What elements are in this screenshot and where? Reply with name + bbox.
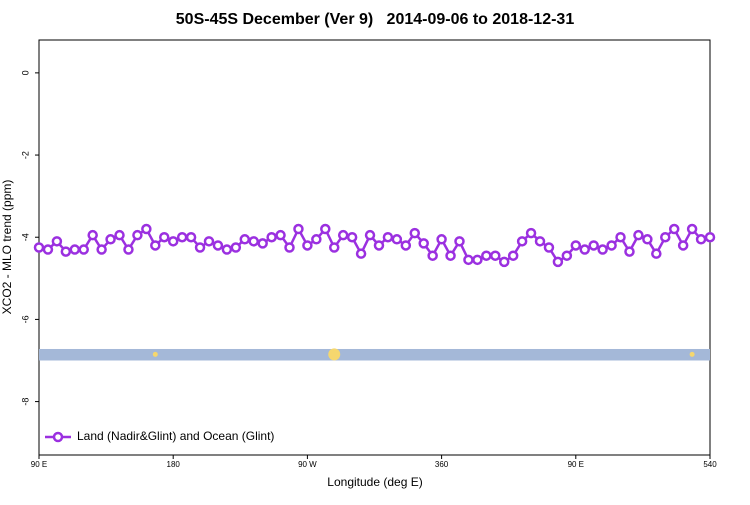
series-point bbox=[525, 227, 537, 239]
series-point bbox=[159, 231, 170, 243]
series-point bbox=[320, 223, 331, 235]
series-point bbox=[221, 244, 233, 255]
series-point bbox=[293, 223, 304, 235]
series-point bbox=[454, 236, 465, 247]
series-point bbox=[150, 240, 161, 251]
x-tick-label: 90 E bbox=[31, 460, 47, 469]
x-tick-label: 180 bbox=[167, 460, 181, 469]
series-point bbox=[60, 246, 72, 257]
series-point bbox=[328, 242, 340, 253]
series-point bbox=[597, 244, 608, 255]
ocean-band bbox=[39, 348, 710, 361]
series-point bbox=[302, 240, 313, 251]
series-point bbox=[275, 229, 286, 241]
chart-title: 50S-45S December (Ver 9) 2014-09-06 to 2… bbox=[176, 11, 575, 28]
series-point bbox=[257, 238, 268, 249]
series-point bbox=[105, 234, 116, 245]
series-point bbox=[588, 240, 599, 251]
series-point bbox=[463, 254, 474, 266]
series-point bbox=[534, 236, 546, 247]
series-point bbox=[490, 250, 501, 261]
series-point bbox=[570, 240, 582, 251]
series-point bbox=[516, 236, 528, 247]
series-point bbox=[677, 240, 689, 251]
series-point bbox=[69, 244, 81, 255]
series-point bbox=[642, 234, 653, 245]
series-point bbox=[427, 250, 438, 261]
series-point bbox=[615, 231, 626, 243]
series-point bbox=[248, 236, 259, 247]
highlight-point bbox=[689, 351, 695, 357]
x-tick-label: 90 E bbox=[568, 460, 584, 469]
series-point bbox=[239, 234, 251, 245]
series-point bbox=[78, 244, 89, 255]
series-point bbox=[167, 236, 179, 247]
series-point bbox=[507, 250, 519, 261]
series-point bbox=[606, 240, 617, 251]
series-point bbox=[561, 250, 573, 261]
y-tick-label: -4 bbox=[20, 233, 30, 241]
series-point bbox=[364, 229, 376, 241]
x-axis-label: Longitude (deg E) bbox=[327, 475, 422, 489]
highlight-point bbox=[152, 351, 158, 357]
series-point bbox=[132, 229, 143, 241]
series-point bbox=[96, 244, 107, 255]
series-point bbox=[695, 234, 707, 245]
series-point bbox=[176, 231, 188, 243]
series-point bbox=[203, 236, 215, 247]
y-tick-label: -2 bbox=[20, 151, 30, 159]
series-point bbox=[230, 242, 242, 253]
series-point bbox=[114, 229, 125, 241]
series-point bbox=[194, 242, 206, 253]
series-point bbox=[418, 238, 429, 249]
legend-label: Land (Nadir&Glint) and Ocean (Glint) bbox=[77, 429, 274, 443]
series-point bbox=[284, 242, 295, 253]
series-point bbox=[400, 240, 412, 251]
series-point bbox=[579, 244, 590, 255]
y-tick-label: 0 bbox=[20, 70, 30, 75]
series-point bbox=[409, 227, 421, 239]
series-point bbox=[311, 234, 322, 245]
series-point bbox=[436, 234, 447, 245]
series-point bbox=[185, 231, 197, 243]
legend-marker bbox=[52, 431, 64, 443]
series-point bbox=[445, 250, 456, 261]
series-point bbox=[373, 240, 385, 251]
series-point bbox=[704, 231, 716, 243]
series-point bbox=[660, 231, 671, 243]
series-point bbox=[668, 223, 680, 235]
series-point bbox=[123, 244, 134, 255]
y-axis-label: XCO2 - MLO trend (ppm) bbox=[0, 180, 14, 315]
x-tick-label: 90 W bbox=[298, 460, 317, 469]
x-tick-label: 360 bbox=[435, 460, 449, 469]
series-point bbox=[33, 242, 45, 253]
series-point bbox=[472, 254, 483, 266]
series-point bbox=[141, 223, 152, 235]
y-tick-label: -6 bbox=[20, 315, 30, 323]
x-tick-label: 540 bbox=[703, 460, 717, 469]
series-point bbox=[355, 248, 367, 259]
series-point bbox=[382, 231, 394, 243]
series-point bbox=[212, 240, 224, 251]
series-point bbox=[87, 229, 98, 241]
series-point bbox=[42, 244, 54, 255]
series-point bbox=[686, 223, 698, 235]
series-point bbox=[633, 229, 644, 241]
y-tick-label: -8 bbox=[20, 398, 30, 406]
series-point bbox=[543, 242, 555, 253]
series-point bbox=[337, 229, 349, 241]
series-point bbox=[51, 236, 63, 247]
series-point bbox=[624, 246, 635, 257]
series-point bbox=[266, 231, 277, 243]
series-point bbox=[651, 248, 662, 259]
series-point bbox=[481, 250, 492, 261]
series-point bbox=[498, 256, 510, 268]
series-point bbox=[391, 234, 403, 245]
highlight-point bbox=[328, 348, 341, 361]
series-point bbox=[552, 256, 564, 268]
series-point bbox=[346, 231, 358, 243]
